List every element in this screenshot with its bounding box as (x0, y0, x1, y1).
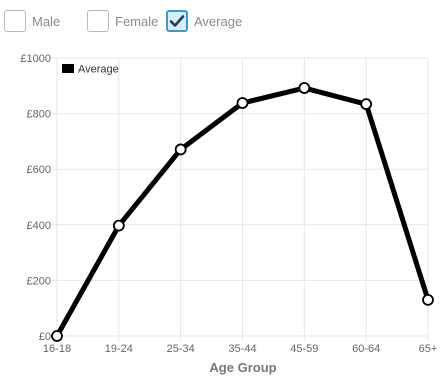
x-axis-title: Age Group (209, 360, 276, 375)
average-filter[interactable]: Average (166, 8, 242, 34)
y-tick-label: £0 (39, 331, 51, 343)
filter-bar: Male Female Average (0, 0, 445, 44)
female-checkbox[interactable] (87, 10, 109, 32)
female-filter-label: Female (115, 13, 159, 29)
x-tick-label: 65+ (419, 343, 438, 355)
female-filter[interactable]: Female (87, 8, 158, 34)
x-tick-label: 16-18 (43, 343, 71, 355)
legend-swatch (62, 64, 74, 73)
y-tick-label: £1000 (20, 53, 51, 65)
x-tick-label: 25-34 (167, 343, 195, 355)
x-tick-label: 35-44 (228, 343, 256, 355)
legend: Average (62, 64, 119, 76)
y-tick-label: £600 (27, 164, 51, 176)
data-point[interactable] (174, 143, 187, 156)
line-chart: £0 £200 £400 £600 £800 £1000 16-18 19-24 25-34 3… (0, 44, 445, 376)
y-tick-label: £200 (27, 275, 51, 287)
male-filter[interactable]: Male (4, 8, 60, 34)
x-tick-label: 19-24 (105, 343, 133, 355)
data-point[interactable] (360, 98, 373, 111)
data-point[interactable] (112, 219, 125, 232)
data-point[interactable] (236, 97, 249, 109)
average-filter-label: Average (194, 13, 243, 29)
male-filter-label: Male (32, 13, 61, 29)
checkmark-icon (169, 15, 185, 27)
y-tick-label: £800 (27, 109, 51, 121)
data-point[interactable] (51, 330, 63, 342)
y-tick-label: £400 (27, 220, 51, 232)
male-checkbox[interactable] (4, 10, 26, 32)
x-tick-label: 60-64 (352, 343, 380, 355)
chart-canvas: £0 £200 £400 £600 £800 £1000 16-18 19-24 25-34 3… (20, 53, 438, 375)
data-point[interactable] (298, 82, 311, 94)
average-checkbox[interactable] (166, 10, 188, 32)
x-tick-label: 45-59 (290, 343, 318, 355)
legend-label: Average (78, 64, 119, 76)
data-point[interactable] (422, 293, 434, 306)
